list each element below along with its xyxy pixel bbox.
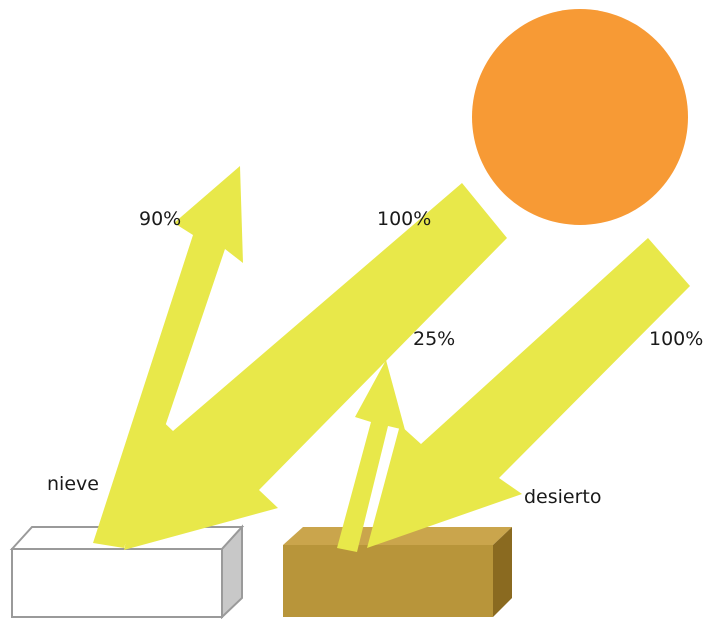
sun bbox=[472, 9, 688, 225]
desert-block-front bbox=[283, 545, 493, 617]
incoming-snow-label: 100% bbox=[377, 208, 432, 230]
snow-block-front bbox=[11, 548, 223, 618]
reflected-arrow-desert bbox=[337, 360, 405, 552]
reflect-snow-label: 90% bbox=[139, 208, 182, 230]
desert-label: desierto bbox=[524, 486, 602, 508]
desert-block bbox=[283, 527, 512, 617]
reflected-arrow-snow bbox=[93, 166, 243, 548]
incoming-desert-label: 100% bbox=[649, 328, 704, 350]
reflect-desert-label: 25% bbox=[413, 328, 456, 350]
incoming-arrow-desert bbox=[367, 238, 690, 548]
snow-label: nieve bbox=[47, 473, 99, 495]
desert-block-side bbox=[493, 527, 512, 617]
incoming-arrow-snow bbox=[124, 183, 507, 550]
